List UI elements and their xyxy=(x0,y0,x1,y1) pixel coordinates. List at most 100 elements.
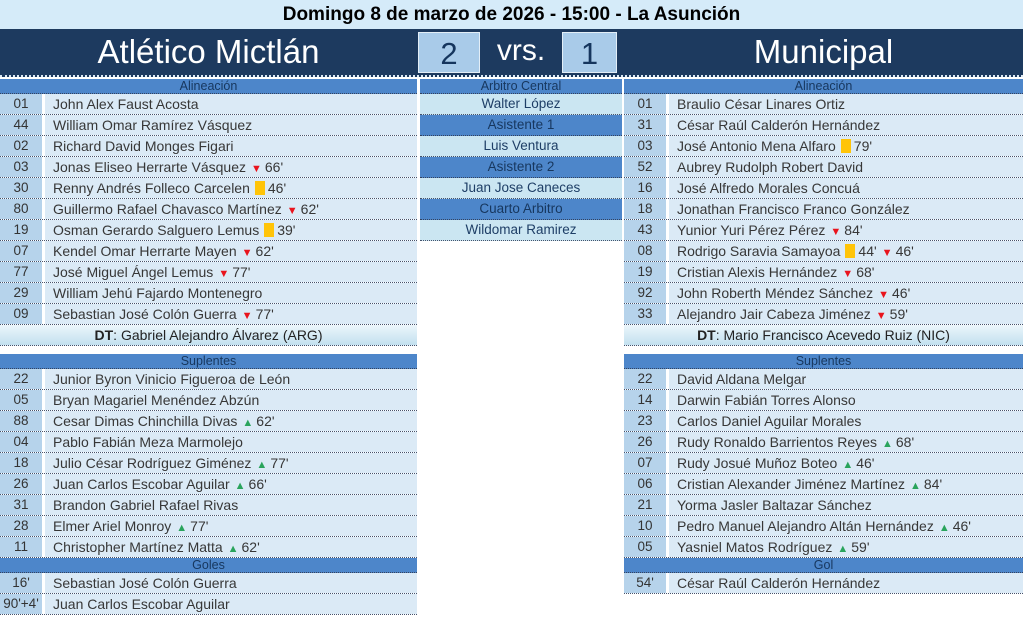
player-row: 22 Junior Byron Vinicio Figueroa de León xyxy=(0,369,417,390)
player-name: Yunior Yuri Pérez Pérez ▼ 84' xyxy=(669,220,1023,240)
home-lineup-header: Alineación xyxy=(0,79,417,94)
player-number: 31 xyxy=(0,495,45,515)
coach-label: DT xyxy=(94,327,114,343)
yellow-card-icon xyxy=(254,181,265,195)
player-name: Alejandro Jair Cabeza Jiménez ▼ 59' xyxy=(669,304,1023,324)
player-name: José Miguel Ángel Lemus ▼ 77' xyxy=(45,262,417,282)
goal-scorer: Juan Carlos Escobar Aguilar xyxy=(45,594,417,614)
player-number: 92 xyxy=(624,283,669,303)
event-minute: 46' xyxy=(952,518,971,534)
player-row: 16 José Alfredo Morales Concuá xyxy=(624,178,1023,199)
player-name: Bryan Magariel Menéndez Abzún xyxy=(45,390,417,410)
player-name: César Raúl Calderón Hernández xyxy=(669,115,1023,135)
player-row: 04 Pablo Fabián Meza Marmolejo xyxy=(0,432,417,453)
player-number: 23 xyxy=(624,411,669,431)
player-name: José Antonio Mena Alfaro 79' xyxy=(669,136,1023,156)
player-row: 88 Cesar Dimas Chinchilla Divas ▲ 62' xyxy=(0,411,417,432)
sub-out-icon: ▼ xyxy=(842,268,854,280)
official-role-row: Cuarto Arbitro xyxy=(420,199,622,220)
event-minute: 62' xyxy=(241,539,260,555)
player-name-text: Cristian Alexander Jiménez Martínez xyxy=(677,476,905,492)
player-name-text: Richard David Monges Figari xyxy=(53,138,234,154)
player-name-text: Juan Carlos Escobar Aguilar xyxy=(53,476,230,492)
away-goals-header: Gol xyxy=(624,558,1023,573)
yellow-card-icon xyxy=(264,223,275,237)
player-name: Jonathan Francisco Franco González xyxy=(669,199,1023,219)
player-name: Osman Gerardo Salguero Lemus 39' xyxy=(45,220,417,240)
player-number: 22 xyxy=(0,369,45,389)
event-minute: 84' xyxy=(844,222,863,238)
sub-in-icon: ▲ xyxy=(842,459,854,471)
player-number: 26 xyxy=(0,474,45,494)
player-name-text: Cristian Alexis Hernández xyxy=(677,264,838,280)
player-name: José Alfredo Morales Concuá xyxy=(669,178,1023,198)
player-name-text: Pedro Manuel Alejandro Altán Hernández xyxy=(677,518,934,534)
official-role-row: Asistente 2 xyxy=(420,157,622,178)
player-name-text: Sebastian José Colón Guerra xyxy=(53,306,237,322)
player-name-text: José Antonio Mena Alfaro xyxy=(677,138,836,154)
event-minute: 62' xyxy=(255,243,274,259)
player-number: 28 xyxy=(0,516,45,536)
event-minute: 59' xyxy=(889,306,908,322)
player-name: Rudy Josué Muñoz Boteo ▲ 46' xyxy=(669,453,1023,473)
player-row: 05 Bryan Magariel Menéndez Abzún xyxy=(0,390,417,411)
goal-scorer: Sebastian José Colón Guerra xyxy=(45,573,417,593)
player-number: 07 xyxy=(624,453,669,473)
player-row: 28 Elmer Ariel Monroy ▲ 77' xyxy=(0,516,417,537)
player-number: 19 xyxy=(0,220,45,240)
player-row: 10 Pedro Manuel Alejandro Altán Hernández… xyxy=(624,516,1023,537)
player-name-text: José Alfredo Morales Concuá xyxy=(677,180,860,196)
goal-scorer: César Raúl Calderón Hernández xyxy=(669,573,1023,593)
away-lineup-list: 01 Braulio César Linares Ortiz 31 César Raú… xyxy=(624,94,1023,325)
player-name: Junior Byron Vinicio Figueroa de León xyxy=(45,369,417,389)
goal-minute: 90'+4' xyxy=(0,594,45,614)
player-row: 44 William Omar Ramírez Vásquez xyxy=(0,115,417,136)
away-coach-row: DT: Mario Francisco Acevedo Ruiz (NIC) xyxy=(624,325,1023,346)
player-row: 52 Aubrey Rudolph Robert David xyxy=(624,157,1023,178)
home-goals-list: 16' Sebastian José Colón Guerra 90'+4' Juan… xyxy=(0,573,417,615)
sub-in-icon: ▲ xyxy=(910,480,921,492)
event-minute: 59' xyxy=(851,539,870,555)
player-row: 18 Julio César Rodríguez Giménez ▲ 77' xyxy=(0,453,417,474)
player-number: 30 xyxy=(0,178,45,198)
official-name-row: Juan Jose Caneces xyxy=(420,178,622,199)
player-name: Rodrigo Saravia Samayoa 44' ▼ 46' xyxy=(669,241,1023,261)
sub-out-icon: ▼ xyxy=(878,289,890,301)
home-goals-header: Goles xyxy=(0,558,417,573)
player-row: 92 John Roberth Méndez Sánchez ▼ 46' xyxy=(624,283,1023,304)
yellow-card-icon xyxy=(840,139,851,153)
player-number: 43 xyxy=(624,220,669,240)
sub-out-icon: ▼ xyxy=(218,268,230,280)
player-row: 03 José Antonio Mena Alfaro 79' xyxy=(624,136,1023,157)
player-number: 07 xyxy=(0,241,45,261)
sub-in-icon: ▲ xyxy=(227,543,239,555)
player-name-text: Cesar Dimas Chinchilla Divas xyxy=(53,413,238,429)
event-minute: 46' xyxy=(895,243,914,259)
away-team-name: Municipal xyxy=(753,33,894,70)
player-name-text: Julio César Rodríguez Giménez xyxy=(53,455,252,471)
player-name-text: Pablo Fabián Meza Marmolejo xyxy=(53,434,243,450)
player-number: 88 xyxy=(0,411,45,431)
event-minute: 77' xyxy=(255,306,274,322)
player-name-text: Osman Gerardo Salguero Lemus xyxy=(53,222,260,238)
player-row: 19 Cristian Alexis Hernández ▼ 68' xyxy=(624,262,1023,283)
event-minute: 77' xyxy=(190,518,209,534)
away-score: 1 xyxy=(562,32,617,73)
home-team-name: Atlético Mictlán xyxy=(97,33,320,70)
player-row: 01 Braulio César Linares Ortiz xyxy=(624,94,1023,115)
player-name-text: Carlos Daniel Aguilar Morales xyxy=(677,413,862,429)
player-name-text: Elmer Ariel Monroy xyxy=(53,518,172,534)
coach-label: DT xyxy=(697,327,716,343)
player-number: 02 xyxy=(0,136,45,156)
sub-in-icon: ▲ xyxy=(938,522,950,534)
player-number: 16 xyxy=(624,178,669,198)
player-name-text: John Alex Faust Acosta xyxy=(53,96,199,112)
player-name: John Roberth Méndez Sánchez ▼ 46' xyxy=(669,283,1023,303)
player-row: 14 Darwin Fabián Torres Alonso xyxy=(624,390,1023,411)
event-minute: 46' xyxy=(856,455,875,471)
player-name-text: John Roberth Méndez Sánchez xyxy=(677,285,874,301)
player-row: 26 Juan Carlos Escobar Aguilar ▲ 66' xyxy=(0,474,417,495)
event-minute: 77' xyxy=(270,455,289,471)
player-name-text: Renny Andrés Folleco Carcelen xyxy=(53,180,250,196)
player-number: 29 xyxy=(0,283,45,303)
